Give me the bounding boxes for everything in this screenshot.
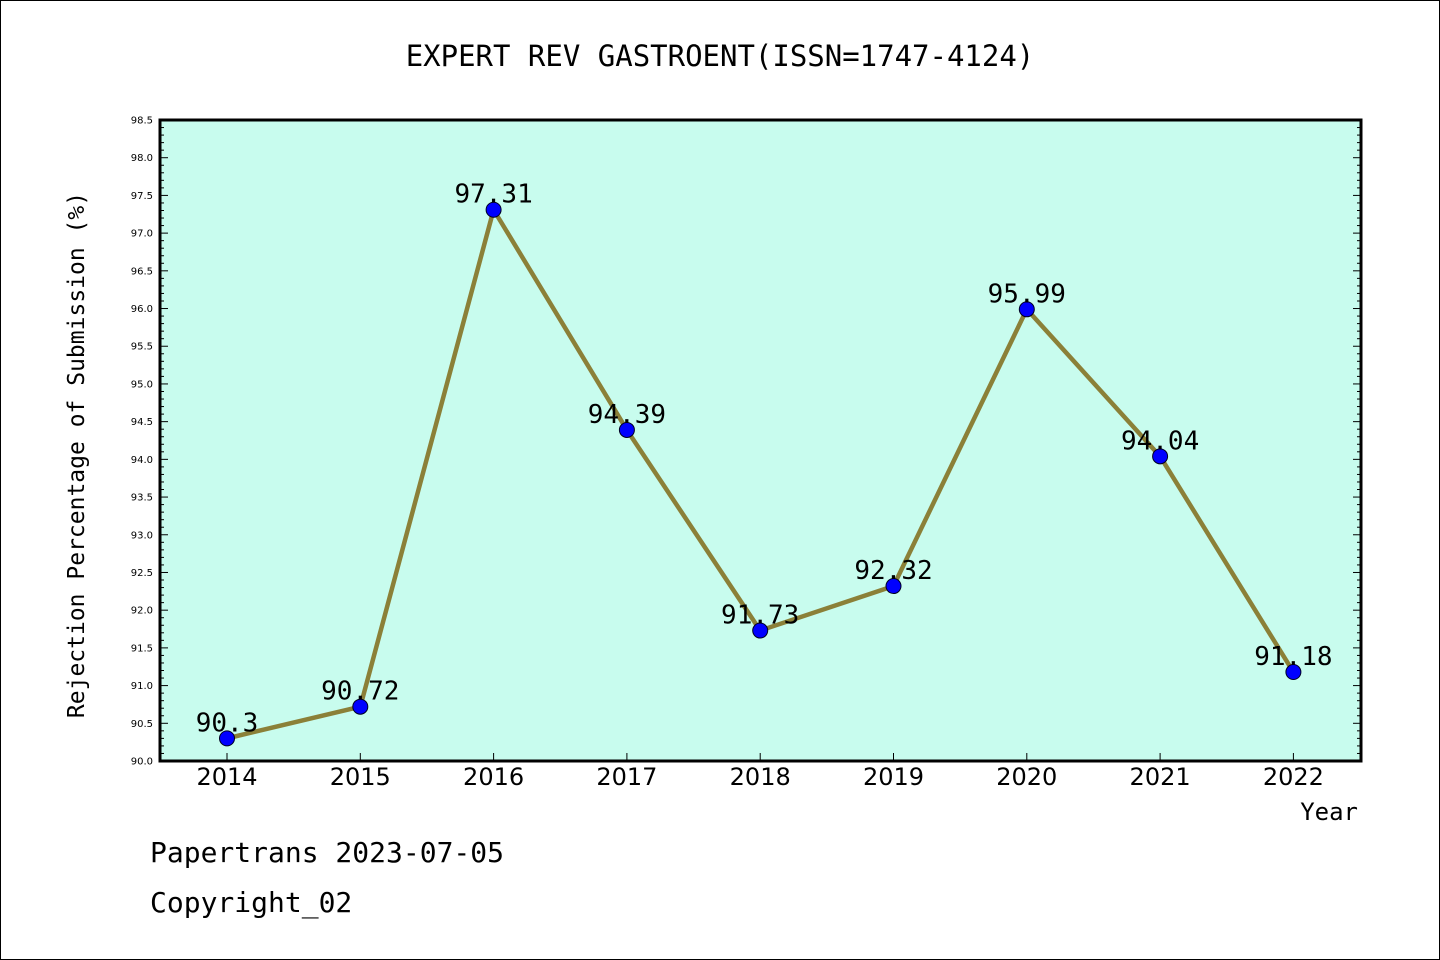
- data-label: 95.99: [988, 279, 1066, 309]
- y-tick-label: 95.5: [131, 342, 153, 353]
- y-axis-ticks: 90.0 90.5 91.0 91.5 92.0 92.5 93.0 93.5 94.0 94.5…: [131, 116, 1361, 768]
- x-tick-label: 2016: [463, 763, 524, 791]
- y-tick-label: 90.5: [131, 719, 153, 730]
- data-label: 90.72: [321, 677, 399, 707]
- data-labels: 90.3 90.72 97.31 94.39 91.73 92.32 95.99 94.04 9…: [196, 180, 1333, 739]
- data-point-marker: [1285, 664, 1302, 681]
- y-tick-label: 97.5: [131, 191, 153, 202]
- y-tick-label: 96.5: [131, 266, 153, 277]
- chart-title: EXPERT REV GASTROENT(ISSN=1747-4124): [406, 39, 1035, 73]
- y-tick-label: 98.0: [131, 153, 153, 164]
- y-tick-label: 94.0: [131, 455, 153, 466]
- data-point-marker: [1018, 301, 1035, 318]
- x-tick-label: 2014: [196, 763, 257, 791]
- data-point-marker: [752, 622, 769, 639]
- data-point-marker: [219, 730, 235, 747]
- data-point-marker: [618, 421, 635, 438]
- y-tick-label: 92.5: [131, 568, 153, 579]
- data-label: 94.04: [1121, 426, 1199, 456]
- x-tick-label: 2019: [863, 763, 924, 791]
- y-tick-label: 98.5: [131, 116, 153, 127]
- x-tick-label: 2022: [1263, 763, 1324, 791]
- data-point-marker: [885, 578, 902, 595]
- y-tick-label: 91.0: [131, 681, 153, 692]
- data-label: 94.39: [588, 400, 666, 430]
- data-label: 97.31: [454, 180, 532, 210]
- data-label: 91.18: [1254, 642, 1332, 672]
- y-tick-label: 94.5: [131, 417, 153, 428]
- data-label: 90.3: [196, 708, 259, 738]
- x-tick-label: 2018: [730, 763, 791, 791]
- data-point-marker: [1152, 448, 1169, 465]
- plot-area: [158, 118, 1363, 763]
- y-tick-label: 93.5: [131, 493, 153, 504]
- y-tick-label: 92.0: [131, 606, 153, 617]
- data-point-marker: [485, 201, 502, 218]
- y-tick-label: 93.0: [131, 530, 153, 541]
- data-point-marker: [352, 698, 369, 715]
- y-tick-label: 97.0: [131, 229, 153, 240]
- y-tick-label: 96.0: [131, 304, 153, 315]
- series-rejection-rate: [219, 201, 1302, 747]
- data-label: 92.32: [854, 556, 932, 586]
- x-tick-label: 2021: [1130, 763, 1191, 791]
- y-axis-label: Rejection Percentage of Submission (%): [64, 192, 90, 718]
- y-tick-label: 95.0: [131, 379, 153, 390]
- footer-copyright: Copyright_02: [150, 886, 353, 919]
- data-label: 91.73: [721, 601, 799, 631]
- x-tick-label: 2020: [996, 763, 1057, 791]
- x-axis-label: Year: [1300, 798, 1358, 826]
- footer-date: Papertrans 2023-07-05: [150, 836, 505, 869]
- x-tick-label: 2017: [596, 763, 657, 791]
- y-tick-label: 90.0: [131, 757, 153, 768]
- x-tick-label: 2015: [330, 763, 391, 791]
- x-axis-ticks: 2014 2015 2016 2017 2018 2019 2020 2021 2022: [196, 753, 1324, 791]
- y-tick-label: 91.5: [131, 643, 153, 654]
